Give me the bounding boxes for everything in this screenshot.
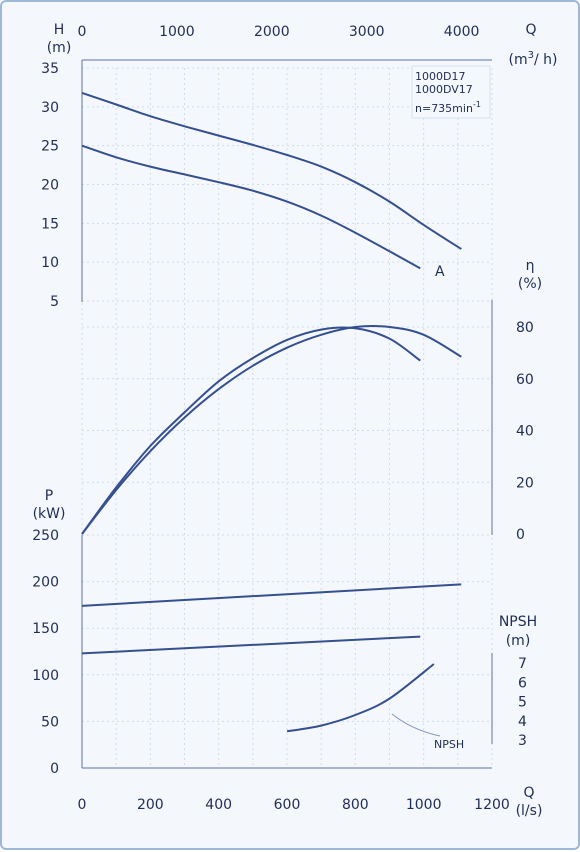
- pump-speed-exp: -1: [473, 100, 481, 109]
- npsh-curve-1: [286, 663, 435, 733]
- pump-model-2: 1000DV17: [415, 83, 473, 96]
- flow-bottom-tick-label: 1000: [406, 797, 442, 813]
- head-axis-label: H: [54, 22, 65, 38]
- flow-top-tick-label: 1000: [159, 24, 195, 40]
- npsh-axis-label: NPSH: [499, 614, 537, 630]
- flow-top-tick-label: 2000: [254, 24, 290, 40]
- head-curve-2: [81, 144, 421, 270]
- curve-annotation-a: A: [435, 264, 445, 280]
- head-tick-label: 30: [41, 100, 59, 116]
- efficiency-axis-unit: (%): [518, 276, 542, 292]
- efficiency-tick-label: 20: [516, 475, 534, 491]
- power-tick-label: 150: [32, 621, 59, 637]
- flow-bottom-tick-label: 600: [274, 797, 301, 813]
- flow-top-unit-exp: 3: [528, 50, 534, 61]
- npsh-axis-unit: (m): [506, 633, 531, 649]
- head-tick-label: 20: [41, 178, 59, 194]
- axes-layer: [81, 59, 493, 769]
- efficiency-tick-label: 40: [516, 424, 534, 440]
- flow-bottom-axis-unit: (l/s): [516, 803, 543, 819]
- power-axis-label: P: [45, 488, 53, 504]
- npsh-tick-label: 7: [518, 656, 527, 672]
- flow-top-unit-base: (m: [509, 52, 528, 68]
- npsh-tick-label: 6: [518, 675, 527, 691]
- power-curve-1: [81, 583, 462, 607]
- npsh-tick-label: 5: [518, 695, 527, 711]
- efficiency-curve-2: [81, 326, 421, 535]
- efficiency-curve-1: [81, 325, 462, 535]
- power-curve-2: [81, 635, 421, 655]
- head-tick-label: 10: [41, 255, 59, 271]
- head-tick-label: 35: [41, 61, 59, 77]
- efficiency-axis-label: η: [526, 258, 535, 274]
- head-tick-label: 15: [41, 216, 59, 232]
- flow-bottom-tick-label: 0: [78, 797, 87, 813]
- flow-top-tick-label: 4000: [444, 24, 480, 40]
- head-axis-unit: (m): [47, 40, 72, 56]
- head-tick-label: 25: [41, 139, 59, 155]
- power-tick-label: 0: [50, 761, 59, 777]
- npsh-tick-label: 3: [518, 733, 527, 749]
- pump-speed: n=735min-1: [415, 100, 481, 115]
- head-curve-1: [81, 91, 462, 250]
- flow-top-unit-tail: / h): [534, 52, 558, 68]
- pump-info-box: [411, 65, 491, 119]
- flow-bottom-tick-label: 400: [205, 797, 232, 813]
- text-layer: H (m) Q (m3/ h) η (%) P (kW) NPSH (m) Q …: [32, 22, 557, 819]
- flow-top-tick-label: 3000: [349, 24, 385, 40]
- flow-bottom-tick-label: 800: [342, 797, 369, 813]
- power-tick-label: 100: [32, 668, 59, 684]
- flow-top-axis-unit: (m3/ h): [509, 50, 558, 68]
- power-tick-label: 200: [32, 575, 59, 591]
- power-axis-unit: (kW): [33, 506, 66, 522]
- npsh-curve-annotation: NPSH: [434, 738, 464, 751]
- head-tick-label: 5: [50, 294, 59, 310]
- grid-layer: [81, 67, 493, 768]
- npsh-annotation-leader: [391, 713, 441, 737]
- flow-top-axis-label: Q: [525, 22, 536, 38]
- npsh-tick-label: 4: [518, 714, 527, 730]
- efficiency-tick-label: 80: [516, 320, 534, 336]
- flow-bottom-tick-label: 200: [137, 797, 164, 813]
- pump-speed-base: n=735min: [415, 102, 473, 115]
- efficiency-tick-label: 0: [516, 527, 525, 543]
- efficiency-tick-label: 60: [516, 372, 534, 388]
- flow-bottom-tick-label: 1200: [474, 797, 510, 813]
- power-tick-label: 50: [41, 714, 59, 730]
- flow-top-tick-label: 0: [78, 24, 87, 40]
- power-tick-label: 250: [32, 528, 59, 544]
- pump-model-1: 1000D17: [415, 70, 465, 83]
- flow-bottom-axis-label: Q: [523, 785, 534, 801]
- curve-layer: [81, 91, 462, 737]
